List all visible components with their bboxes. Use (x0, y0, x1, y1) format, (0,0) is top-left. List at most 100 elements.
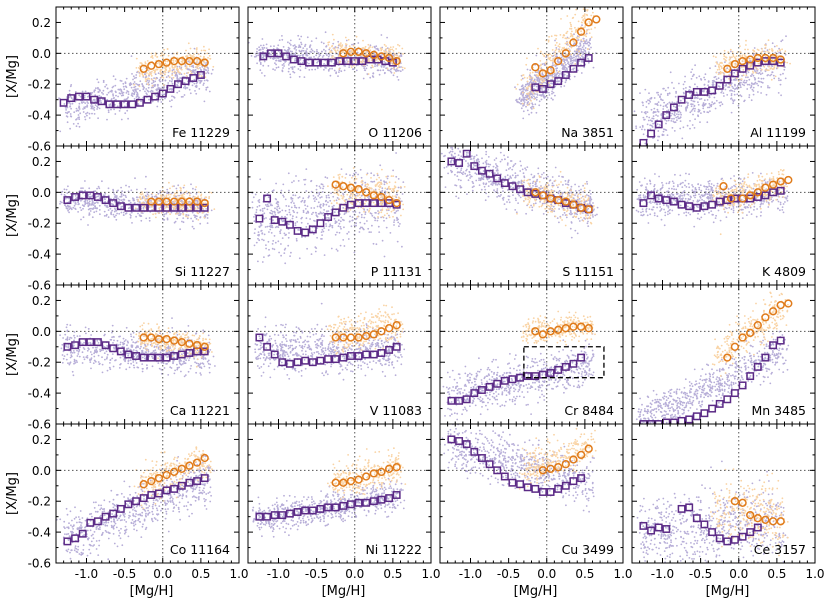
cloud-point (278, 39, 281, 41)
cloud-point (778, 79, 780, 82)
cloud-point (657, 94, 660, 96)
cloud-point (554, 94, 556, 97)
cloud-point (643, 111, 646, 114)
cloud-point (167, 54, 170, 57)
cloud-point (732, 55, 735, 58)
cloud-point (78, 102, 81, 105)
cloud-point (126, 90, 128, 92)
cloud-point (96, 187, 98, 190)
cloud-point (747, 71, 750, 74)
cloud-point (657, 101, 660, 103)
cloud-point (533, 98, 536, 100)
cloud-point (328, 41, 331, 43)
cloud-point (385, 67, 387, 70)
cloud-point (93, 98, 96, 101)
cloud-point (66, 204, 69, 207)
cloud-point (572, 39, 575, 42)
panel-na: Na 3851 (439, 6, 624, 147)
cloud-point (208, 54, 211, 57)
cloud-point (367, 73, 370, 75)
cloud-point (745, 79, 748, 82)
cloud-point (551, 82, 554, 85)
cloud-point (368, 60, 371, 63)
cloud-point (321, 50, 323, 53)
cloud-point (592, 11, 594, 14)
cloud-point (749, 66, 752, 68)
low-alpha-trend-marker (708, 86, 717, 95)
cloud-point (729, 71, 732, 74)
cloud-point (585, 40, 587, 43)
low-alpha-trend-marker (274, 49, 283, 58)
cloud-point (176, 84, 179, 86)
cloud-point (759, 67, 762, 70)
cloud-point (375, 45, 378, 48)
cloud-point (555, 53, 558, 56)
cloud-point (166, 63, 168, 66)
cloud-point (322, 54, 325, 57)
cloud-point (132, 75, 135, 78)
cloud-point (528, 74, 531, 77)
cloud-point (70, 97, 73, 100)
cloud-point (145, 217, 148, 220)
cloud-point (552, 91, 555, 94)
cloud-point (162, 211, 165, 214)
low-alpha-trend-marker (738, 64, 747, 73)
cloud-point (690, 105, 693, 108)
cloud-point (133, 202, 136, 205)
cloud-point (528, 83, 531, 86)
cloud-point (551, 49, 554, 51)
cloud-point (134, 89, 137, 92)
cloud-point (748, 94, 751, 96)
cloud-point (690, 103, 693, 105)
cloud-point (774, 75, 777, 78)
cloud-point (84, 118, 87, 121)
cloud-point (693, 110, 696, 112)
cloud-point (106, 87, 109, 90)
cloud-point (142, 206, 145, 209)
cloud-point (771, 48, 773, 50)
cloud-point (652, 137, 654, 140)
cloud-point (137, 70, 140, 73)
cloud-point (334, 49, 337, 52)
cloud-point (82, 187, 84, 190)
cloud-point (324, 50, 327, 52)
cloud-point (323, 48, 325, 51)
cloud-point (300, 35, 303, 38)
cloud-point (389, 68, 392, 71)
cloud-point (154, 77, 157, 80)
cloud-point (534, 103, 537, 106)
cloud-point (262, 44, 265, 47)
cloud-point (649, 101, 652, 103)
cloud-point (590, 28, 593, 30)
cloud-point (550, 35, 553, 38)
low-alpha-trend-marker (105, 100, 114, 109)
cloud-point (574, 63, 577, 65)
cloud-point (772, 74, 775, 77)
cloud-point (397, 65, 400, 67)
cloud-point (575, 36, 578, 39)
cloud-point (68, 101, 71, 104)
cloud-point (538, 100, 541, 103)
cloud-point (531, 90, 533, 93)
cloud-point (345, 43, 348, 46)
cloud-point (547, 81, 550, 84)
cloud-point (262, 50, 264, 53)
cloud-point (172, 61, 175, 63)
cloud-point (58, 97, 60, 100)
cloud-point (522, 87, 525, 90)
cloud-point (198, 79, 201, 82)
cloud-point (704, 73, 707, 76)
cloud-point (723, 55, 726, 58)
panel-data-area (56, 7, 239, 146)
cloud-point (203, 69, 205, 71)
cloud-point (163, 215, 165, 218)
cloud-point (180, 192, 182, 195)
cloud-point (104, 85, 106, 88)
cloud-point (539, 67, 542, 70)
cloud-point (194, 69, 196, 72)
cloud-point (120, 192, 123, 195)
high-alpha-trend-marker (346, 47, 356, 56)
cloud-point (750, 82, 753, 85)
low-alpha-trend-marker (305, 58, 313, 67)
cloud-point (205, 213, 208, 216)
